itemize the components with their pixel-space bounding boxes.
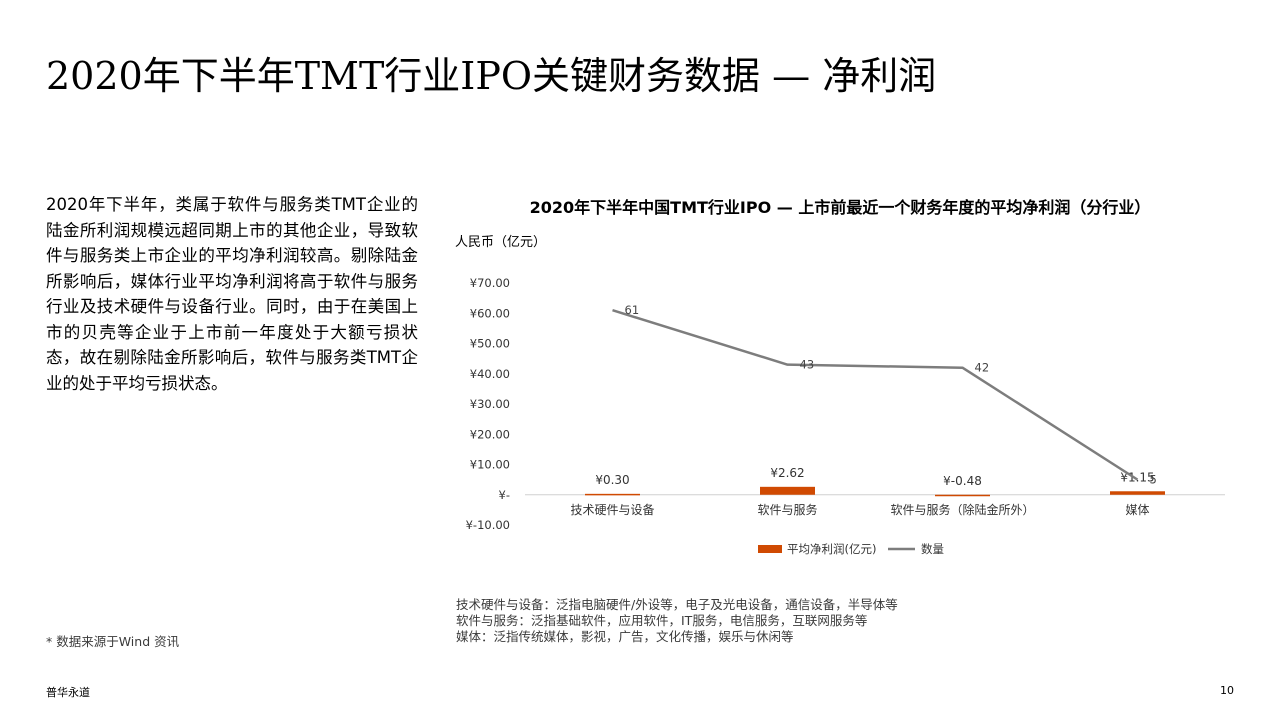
y-tick-label: ¥20.00 bbox=[470, 427, 510, 441]
footer-brand: 普华永道 bbox=[46, 686, 90, 699]
line-data-label: 61 bbox=[625, 303, 640, 317]
x-category-label: 软件与服务（除陆金所外） bbox=[890, 502, 1034, 517]
line-data-label: 5 bbox=[1150, 473, 1157, 487]
bar bbox=[760, 486, 815, 495]
bar bbox=[585, 493, 640, 496]
legend-line-label: 数量 bbox=[921, 542, 944, 556]
y-tick-label: ¥30.00 bbox=[470, 397, 510, 411]
slide-title: 2020年下半年TMT行业IPO关键财务数据 — 净利润 bbox=[46, 54, 937, 98]
line-data-label: 42 bbox=[975, 361, 990, 375]
bar bbox=[1110, 491, 1165, 495]
y-tick-label: ¥- bbox=[499, 488, 510, 502]
count-line bbox=[612, 309, 1139, 481]
x-category-label: 媒体 bbox=[1125, 503, 1149, 517]
page-number: 10 bbox=[1220, 684, 1234, 697]
chart-title: 2020年下半年中国TMT行业IPO — 上市前最近一个财务年度的平均净利润（分… bbox=[529, 198, 1151, 217]
data-source-note: * 数据来源于Wind 资讯 bbox=[46, 634, 180, 649]
body-paragraph: 2020年下半年，类属于软件与服务类TMT企业的陆金所利润规模远超同期上市的其他… bbox=[46, 195, 418, 393]
note-media: 媒体：泛指传统媒体，影视，广告，文化传播，娱乐与休闲等 bbox=[456, 629, 794, 644]
bar-data-label: ¥0.30 bbox=[595, 473, 629, 487]
legend-bar-swatch bbox=[758, 545, 782, 553]
note-hardware: 技术硬件与设备：泛指电脑硬件/外设等，电子及光电设备，通信设备，半导体等 bbox=[456, 597, 898, 612]
note-software: 软件与服务：泛指基础软件，应用软件，IT服务，电信服务，互联网服务等 bbox=[456, 613, 868, 628]
y-tick-label: ¥60.00 bbox=[470, 306, 510, 320]
y-tick-label: ¥40.00 bbox=[470, 367, 510, 381]
x-category-label: 软件与服务 bbox=[757, 502, 817, 517]
bar bbox=[935, 494, 990, 497]
y-tick-label: ¥-10.00 bbox=[466, 518, 510, 532]
y-tick-label: ¥10.00 bbox=[470, 458, 510, 472]
line-data-label: 43 bbox=[800, 358, 815, 372]
y-axis-unit-label: 人民币（亿元） bbox=[455, 235, 547, 250]
category-notes: 技术硬件与设备：泛指电脑硬件/外设等，电子及光电设备，通信设备，半导体等 软件与… bbox=[456, 597, 1236, 645]
bar-data-label: ¥-0.48 bbox=[943, 474, 982, 488]
x-category-label: 技术硬件与设备 bbox=[570, 503, 654, 517]
y-tick-label: ¥70.00 bbox=[470, 276, 510, 290]
net-profit-chart: ¥70.00 ¥60.00 ¥50.00 ¥40.00 ¥30.00 ¥20.00 ¥10.… bbox=[466, 276, 1225, 556]
y-tick-label: ¥50.00 bbox=[470, 337, 510, 351]
legend-bar-label: 平均净利润(亿元) bbox=[787, 542, 876, 556]
bar-data-label: ¥2.62 bbox=[770, 466, 804, 480]
